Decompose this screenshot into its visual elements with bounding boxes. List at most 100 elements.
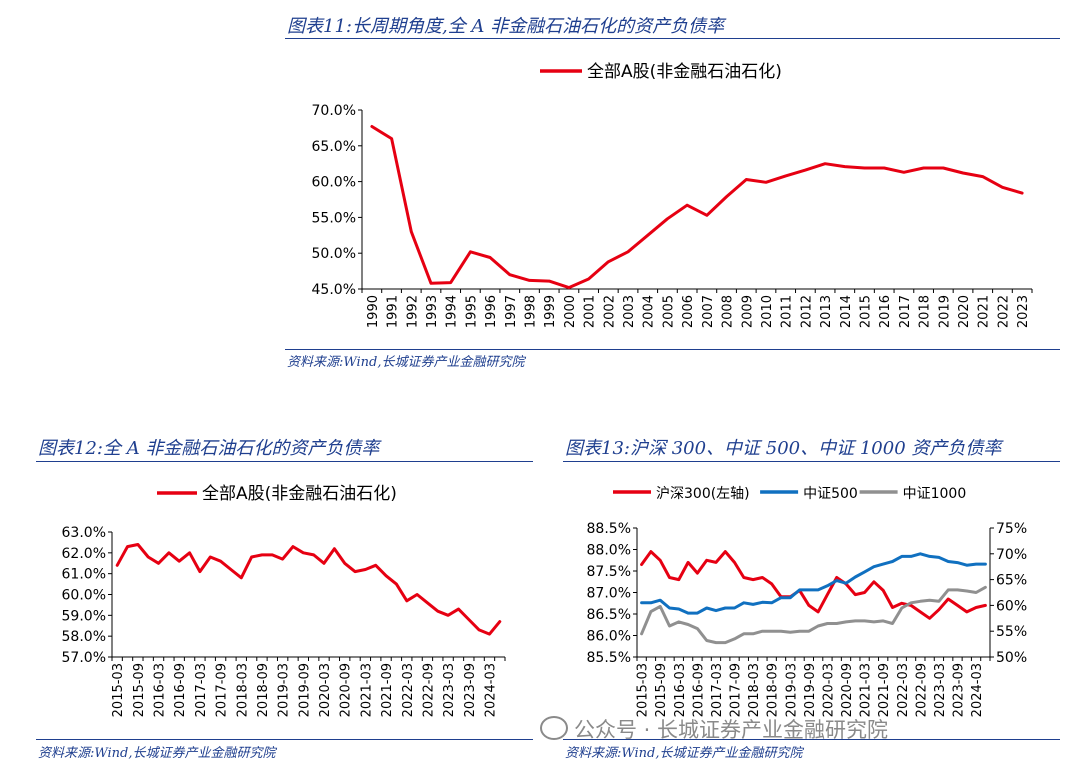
fig13-legend-label-1: 中证500 [803, 486, 858, 502]
fig13-source: 资料来源:Wind,长城证券产业金融研究院 [565, 746, 803, 761]
fig11-title: 图表11:长周期角度,全 A 非金融石油石化的资产负债率 [287, 16, 725, 37]
fig13-x-tick-label: 2023-09 [951, 663, 966, 717]
fig13-x-tick-label: 2018-09 [766, 663, 781, 717]
fig12-series-line-0 [115, 543, 502, 636]
fig12-source-rule [36, 739, 533, 740]
fig13-y-tick-label: 86.0% [587, 629, 631, 645]
fig12-x-tick-label: 2015-03 [111, 663, 126, 717]
fig11-legend-label-0: 全部A股(非金融石油石化) [587, 62, 782, 82]
fig11-y-tick-label: 70.0% [312, 103, 356, 119]
fig13-y-tick-label: 87.0% [587, 586, 631, 602]
wechat-icon [540, 716, 568, 740]
fig13-y-right-tick-label: 60% [996, 598, 1027, 614]
fig11-x-tick-label: 2008 [721, 295, 736, 328]
fig12-x-tick-label: 2021-09 [380, 663, 395, 717]
fig12-x-tick-label: 2016-03 [153, 663, 168, 717]
fig13-series-line-1 [640, 552, 987, 615]
fig11-x-tick-label: 2020 [957, 295, 972, 328]
fig11-x-tick-label: 2022 [996, 295, 1011, 328]
fig13-y-tick-label: 85.5% [587, 650, 631, 666]
fig13-x-tick-label: 2018-03 [747, 663, 762, 717]
fig13-y-right-tick-label: 70% [996, 547, 1027, 563]
fig11-x-tick-label: 2019 [937, 295, 952, 328]
fig13-x-tick-label: 2015-09 [654, 663, 669, 717]
fig12-x-tick-label: 2020-03 [318, 663, 333, 717]
fig13-x-tick-label: 2017-03 [710, 663, 725, 717]
fig11-series-line-0 [370, 125, 1024, 290]
fig13-y-tick-label: 86.5% [587, 607, 631, 623]
fig13-x-tick-label: 2021-09 [877, 663, 892, 717]
fig11-x-tick-label: 2016 [878, 295, 893, 328]
fig11-x-tick-label: 1995 [464, 295, 479, 328]
fig11-x-tick-label: 1991 [386, 295, 401, 328]
fig11-x-tick-label: 1997 [504, 295, 519, 328]
fig13-x-tick-label: 2019-09 [803, 663, 818, 717]
fig12-x-tick-label: 2020-09 [339, 663, 354, 717]
fig11-source: 资料来源:Wind,长城证券产业金融研究院 [287, 355, 525, 370]
fig13-y-right-tick-label: 65% [996, 573, 1027, 589]
fig13-source-rule [563, 739, 1060, 740]
fig11-x-tick-label: 2000 [563, 295, 578, 328]
fig13-y-tick-label: 88.5% [587, 521, 631, 537]
fig11-x-tick-label: 1990 [366, 295, 381, 328]
fig11-title-rule [285, 38, 1060, 39]
fig12-x-tick-label: 2023-03 [442, 663, 457, 717]
fig12-x-tick-label: 2017-09 [215, 663, 230, 717]
fig13-series-line-0 [640, 550, 987, 620]
fig11-x-tick-label: 2007 [701, 295, 716, 328]
watermark: 公众号 · 长城证券产业金融研究院 [540, 714, 888, 744]
fig11-y-tick-label: 45.0% [312, 282, 356, 298]
fig11-x-tick-label: 2013 [819, 295, 834, 328]
fig13-y-tick-label: 87.5% [587, 564, 631, 580]
fig11-x-tick-label: 1994 [445, 295, 460, 328]
fig11-x-tick-label: 2002 [602, 295, 617, 328]
fig12-x-tick-label: 2022-09 [421, 663, 436, 717]
fig13-x-tick-label: 2021-03 [859, 663, 874, 717]
fig12-x-tick-label: 2019-03 [277, 663, 292, 717]
fig13-x-tick-label: 2016-03 [673, 663, 688, 717]
fig12-x-tick-label: 2024-03 [483, 663, 498, 717]
fig12-legend-label-0: 全部A股(非金融石油石化) [202, 484, 397, 504]
fig11-y-tick-label: 65.0% [312, 139, 356, 155]
fig11-x-tick-label: 2001 [583, 295, 598, 328]
watermark-text: 公众号 · 长城证券产业金融研究院 [574, 718, 889, 742]
fig11-x-tick-label: 2018 [918, 295, 933, 328]
fig12-y-tick-label: 62.0% [62, 546, 106, 562]
fig13-x-tick-label: 2019-03 [784, 663, 799, 717]
fig11-x-tick-label: 2011 [780, 295, 795, 328]
fig11-x-tick-label: 1993 [425, 295, 440, 328]
fig11-x-tick-label: 2004 [642, 295, 657, 328]
fig13-title: 图表13:沪深 300、中证 500、中证 1000 资产负债率 [565, 438, 1002, 459]
fig12-y-tick-label: 57.0% [62, 650, 106, 666]
fig13-y-right-tick-label: 55% [996, 624, 1027, 640]
fig11-source-rule [285, 349, 1060, 350]
fig12-x-tick-label: 2021-03 [359, 663, 374, 717]
fig13-x-tick-label: 2024-03 [970, 663, 985, 717]
fig11-x-tick-label: 1998 [524, 295, 539, 328]
fig12-x-tick-label: 2018-03 [235, 663, 250, 717]
fig12-x-tick-label: 2016-09 [173, 663, 188, 717]
fig13-x-tick-label: 2020-09 [840, 663, 855, 717]
fig13-legend-label-2: 中证1000 [903, 486, 967, 502]
fig11-y-tick-label: 50.0% [312, 246, 356, 262]
fig12-title: 图表12:全 A 非金融石油石化的资产负债率 [38, 438, 380, 459]
fig11-x-tick-label: 2023 [1016, 295, 1031, 328]
fig13-y-right-tick-label: 75% [996, 521, 1027, 537]
fig12-x-tick-label: 2022-03 [401, 663, 416, 717]
fig12-source: 资料来源:Wind,长城证券产业金融研究院 [38, 746, 276, 761]
fig11-x-tick-label: 2012 [799, 295, 814, 328]
fig11-x-tick-label: 2006 [681, 295, 696, 328]
fig12-y-tick-label: 59.0% [62, 608, 106, 624]
fig11-x-tick-label: 1999 [543, 295, 558, 328]
fig13-x-tick-label: 2022-09 [914, 663, 929, 717]
fig12-y-tick-label: 58.0% [62, 629, 106, 645]
fig11-x-tick-label: 1996 [484, 295, 499, 328]
fig11-x-tick-label: 2015 [859, 295, 874, 328]
fig11-x-tick-label: 2003 [622, 295, 637, 328]
fig13-x-tick-label: 2023-03 [933, 663, 948, 717]
fig12-x-tick-label: 2019-09 [297, 663, 312, 717]
fig13-y-tick-label: 88.0% [587, 543, 631, 559]
fig11-x-tick-label: 2009 [740, 295, 755, 328]
fig13-x-tick-label: 2022-03 [896, 663, 911, 717]
